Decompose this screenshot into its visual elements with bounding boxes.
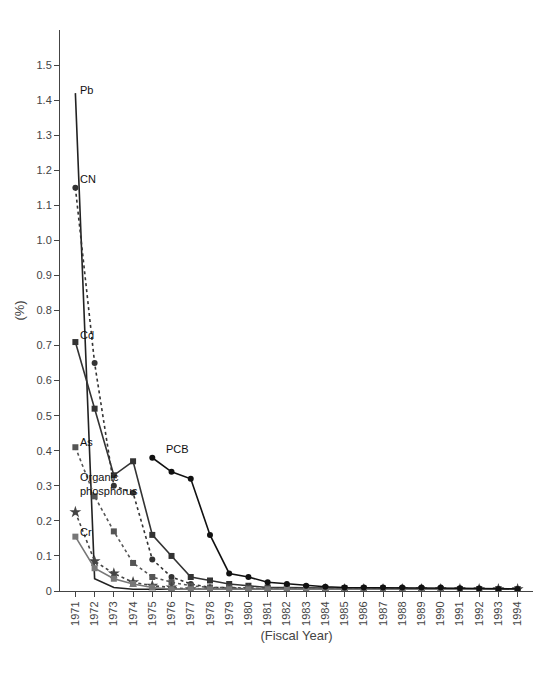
svg-text:Pb: Pb bbox=[80, 84, 93, 96]
svg-text:1979: 1979 bbox=[223, 601, 235, 625]
svg-text:1983: 1983 bbox=[300, 601, 312, 625]
svg-text:1978: 1978 bbox=[204, 601, 216, 625]
svg-text:1.5: 1.5 bbox=[37, 59, 52, 71]
svg-text:1971: 1971 bbox=[69, 601, 81, 625]
svg-text:1993: 1993 bbox=[492, 601, 504, 625]
svg-text:1975: 1975 bbox=[146, 601, 158, 625]
svg-text:1984: 1984 bbox=[319, 601, 331, 625]
svg-text:1989: 1989 bbox=[415, 601, 427, 625]
svg-text:1.2: 1.2 bbox=[37, 164, 52, 176]
svg-text:1992: 1992 bbox=[473, 601, 485, 625]
svg-text:0.7: 0.7 bbox=[37, 339, 52, 351]
svg-text:0.5: 0.5 bbox=[37, 410, 52, 422]
svg-text:1972: 1972 bbox=[88, 601, 100, 625]
svg-text:1976: 1976 bbox=[165, 601, 177, 625]
svg-text:1994: 1994 bbox=[511, 601, 523, 625]
svg-text:0.2: 0.2 bbox=[37, 515, 52, 527]
svg-text:0.4: 0.4 bbox=[37, 445, 52, 457]
svg-text:(%): (%) bbox=[12, 300, 27, 320]
svg-text:1980: 1980 bbox=[242, 601, 254, 625]
svg-text:1990: 1990 bbox=[434, 601, 446, 625]
svg-text:1986: 1986 bbox=[357, 601, 369, 625]
svg-text:0: 0 bbox=[46, 585, 52, 597]
svg-text:1.1: 1.1 bbox=[37, 199, 52, 211]
svg-text:1.3: 1.3 bbox=[37, 129, 52, 141]
svg-text:(Fiscal Year): (Fiscal Year) bbox=[260, 628, 332, 643]
svg-text:CN: CN bbox=[80, 173, 96, 185]
svg-text:0.1: 0.1 bbox=[37, 550, 52, 562]
svg-text:1.0: 1.0 bbox=[37, 234, 52, 246]
svg-text:1981: 1981 bbox=[261, 601, 273, 625]
svg-text:0.9: 0.9 bbox=[37, 269, 52, 281]
svg-text:PCB: PCB bbox=[166, 443, 189, 455]
svg-text:1988: 1988 bbox=[396, 601, 408, 625]
svg-text:0.3: 0.3 bbox=[37, 480, 52, 492]
svg-text:Cd: Cd bbox=[80, 329, 94, 341]
svg-text:1973: 1973 bbox=[107, 601, 119, 625]
svg-text:Cr: Cr bbox=[80, 526, 92, 538]
svg-text:0.6: 0.6 bbox=[37, 374, 52, 386]
svg-text:0.8: 0.8 bbox=[37, 304, 52, 316]
svg-text:As: As bbox=[80, 436, 93, 448]
svg-text:Organicphosphorus: Organicphosphorus bbox=[80, 471, 138, 497]
svg-text:1991: 1991 bbox=[454, 601, 466, 625]
svg-text:1987: 1987 bbox=[377, 601, 389, 625]
svg-text:1985: 1985 bbox=[338, 601, 350, 625]
svg-text:1982: 1982 bbox=[280, 601, 292, 625]
svg-text:1974: 1974 bbox=[127, 601, 139, 625]
svg-text:1977: 1977 bbox=[184, 601, 196, 625]
svg-text:1.4: 1.4 bbox=[37, 94, 52, 106]
